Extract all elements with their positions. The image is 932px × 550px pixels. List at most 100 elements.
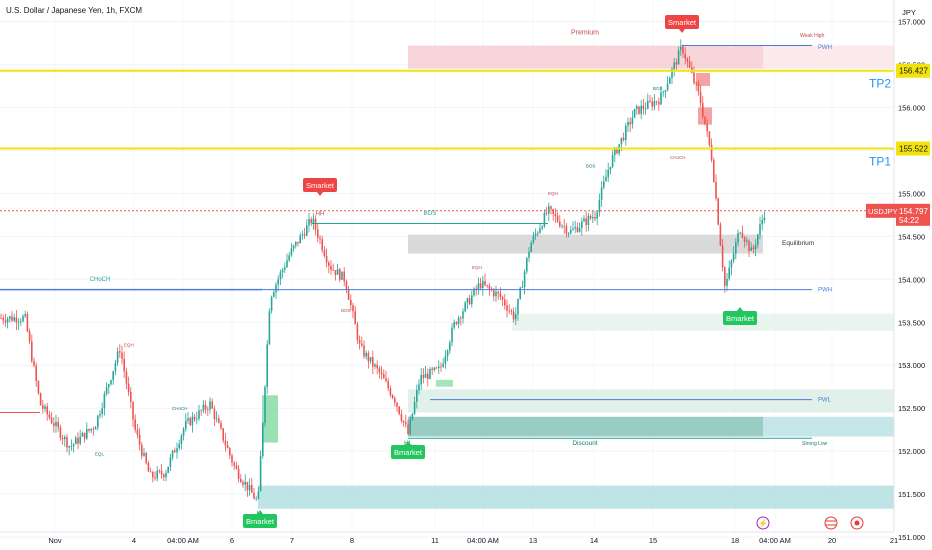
candle-body <box>37 381 40 394</box>
candle-body <box>369 357 372 362</box>
candle-body <box>438 366 440 368</box>
badge-text: Smarket <box>668 18 697 27</box>
candle-body <box>211 401 213 409</box>
candle-body <box>653 101 656 107</box>
candle-body <box>2 318 4 321</box>
candle-body <box>420 375 422 385</box>
pwl-label: PWL <box>818 397 832 403</box>
candle-body <box>539 228 541 233</box>
candle-body <box>466 298 469 303</box>
candle-body <box>616 148 618 154</box>
discount-zone-extension <box>763 416 894 437</box>
candle-body <box>537 232 539 234</box>
candle-body <box>286 260 288 268</box>
candle-body <box>222 428 224 441</box>
candle-body <box>0 317 2 319</box>
candle-body <box>358 339 361 344</box>
currency-label: JPY <box>902 8 916 17</box>
candle-body <box>675 62 678 65</box>
candle-body <box>246 481 249 491</box>
candle-body <box>422 375 425 378</box>
candle-body <box>636 106 638 109</box>
candle-body <box>695 82 697 84</box>
candle-body <box>301 234 304 236</box>
candle-body <box>567 233 570 235</box>
candle-body <box>647 100 649 109</box>
candle-body <box>354 311 356 325</box>
candle-body <box>198 410 200 419</box>
candle-body <box>761 220 763 225</box>
time-tick-label: 04:00 AM <box>759 536 791 545</box>
price-tick-label: 155.000 <box>898 189 925 198</box>
candle-body <box>270 296 273 312</box>
candle-body <box>464 302 466 312</box>
candle-body <box>163 474 165 478</box>
candle-body <box>713 160 715 182</box>
candle-body <box>642 105 645 109</box>
candle-body <box>101 408 103 414</box>
candle-body <box>376 364 378 369</box>
candle-body <box>103 393 106 409</box>
candle-body <box>449 342 451 351</box>
candle-body <box>486 284 488 286</box>
event-icons[interactable]: ⚡ <box>756 516 864 530</box>
candle-body <box>149 471 152 473</box>
price-tick-label: 152.000 <box>898 447 925 456</box>
candle-body <box>488 285 491 289</box>
candle-body <box>576 227 579 232</box>
candle-body <box>231 455 233 463</box>
candle-body <box>658 101 660 105</box>
candle-body <box>394 398 396 403</box>
candle-body <box>75 437 77 445</box>
price-tick-label: 157.000 <box>898 17 925 26</box>
candle-body <box>556 215 559 222</box>
candle-body <box>114 362 117 372</box>
demand-zone-mid <box>408 389 894 413</box>
candle-body <box>108 384 110 388</box>
candle-body <box>356 324 359 340</box>
candle-body <box>759 224 761 235</box>
flash-event-icon[interactable] <box>756 516 770 530</box>
candle-body <box>570 229 572 234</box>
tp2-price-tag-text: 156.427 <box>899 67 928 76</box>
candle-body <box>633 108 636 118</box>
badge-pointer <box>737 307 743 311</box>
candle-body <box>308 219 310 226</box>
badge-box <box>723 311 757 325</box>
us-flag-icon[interactable] <box>824 516 838 530</box>
candle-body <box>235 465 238 469</box>
candle-body <box>213 408 216 419</box>
smc-zones <box>258 45 894 509</box>
candle-body <box>57 421 59 428</box>
time-axis[interactable]: Nov 4 04:00 AM 6 7 8 11 04:00 AM 13 14 15 18 04:00 A… <box>0 531 898 545</box>
candle-body <box>413 401 416 414</box>
market-badges: Smarket Smarket Bmarket Bmarket Bmarket <box>243 15 757 528</box>
candle-body <box>587 216 590 225</box>
candle-body <box>119 351 121 353</box>
candle-body <box>11 316 13 321</box>
candle-body <box>83 432 86 439</box>
candle-body <box>273 292 275 297</box>
candle-body <box>625 125 627 140</box>
candle-body <box>662 91 664 93</box>
candle-body <box>468 298 471 305</box>
candle-body <box>138 434 141 445</box>
candle-body <box>455 322 458 324</box>
candle-body <box>735 242 737 254</box>
candle-body <box>559 221 561 227</box>
candle-body <box>563 225 565 227</box>
candle-body <box>548 206 550 214</box>
price-axis[interactable]: JPY 157.000156.500156.000155.500155.0001… <box>893 0 932 550</box>
candle-body <box>174 450 176 453</box>
candle-body <box>532 235 535 243</box>
premium-zone-extension <box>763 45 894 69</box>
price-tick-label: 154.500 <box>898 232 925 241</box>
pwh-label: PWH <box>818 287 832 293</box>
price-tick-label: 154.000 <box>898 275 925 284</box>
time-tick-label: 11 <box>431 536 439 545</box>
candle-body <box>396 402 398 407</box>
candle-body <box>158 470 161 472</box>
premium-label: Premium <box>571 29 599 36</box>
candle-body <box>99 413 101 416</box>
